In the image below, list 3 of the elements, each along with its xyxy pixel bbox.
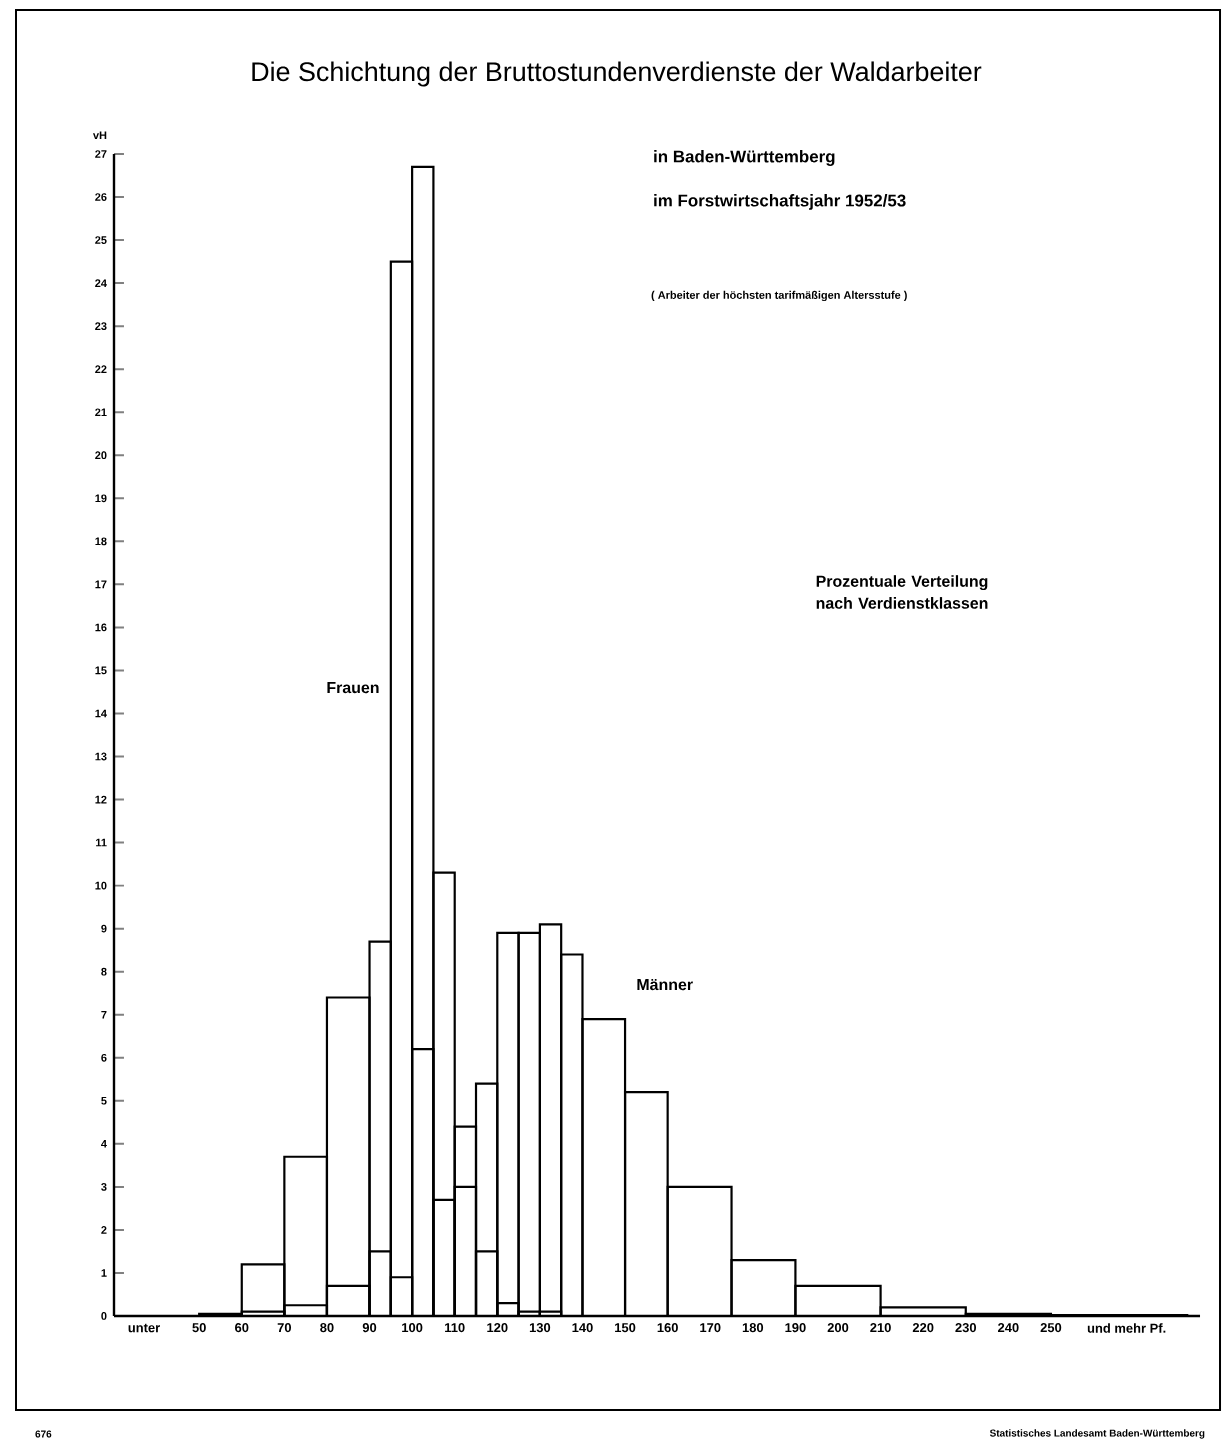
chart-title: Die Schichtung der Bruttostundenverdienste der Waldarbeiter bbox=[252, 61, 982, 87]
chart-subtitle: in Baden-Württemberg bbox=[654, 150, 835, 166]
annotation: im Forstwirtschaftsjahr 1952/53 bbox=[654, 194, 906, 210]
